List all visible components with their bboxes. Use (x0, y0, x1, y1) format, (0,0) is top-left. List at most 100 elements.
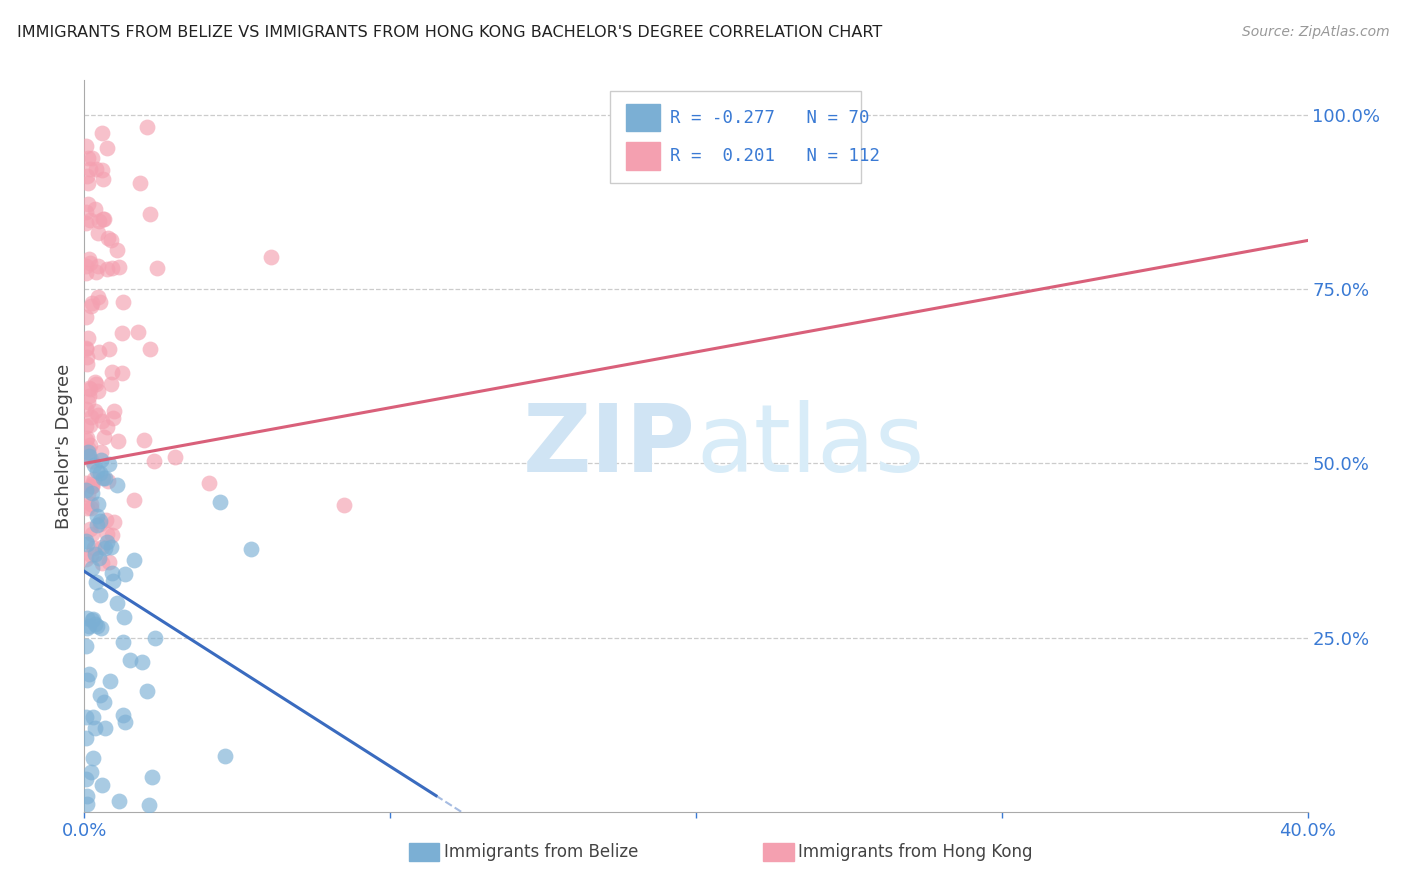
Point (86, 619, 108, 633)
Point (111, 707, 134, 722)
Point (77, 252, 100, 267)
Point (77, 441, 100, 455)
Point (79, 437, 101, 451)
Point (75, 710, 97, 724)
Point (114, 715, 136, 730)
Point (79, 501, 101, 516)
Point (76, 501, 98, 516)
Point (96, 527, 118, 541)
Point (96, 261, 118, 276)
Point (93, 430, 115, 444)
Point (91, 415, 114, 429)
Point (111, 326, 134, 340)
Point (75, 772, 97, 787)
Point (118, 653, 141, 667)
Point (112, 634, 135, 648)
Point (87, 290, 110, 304)
Point (79, 382, 101, 396)
Point (214, 748, 236, 763)
Point (87, 227, 110, 241)
Point (79, 522, 101, 536)
Point (131, 655, 153, 669)
Point (103, 410, 125, 425)
FancyBboxPatch shape (610, 91, 860, 183)
Point (107, 434, 129, 449)
Text: atlas: atlas (696, 400, 924, 492)
Point (76, 621, 98, 635)
Point (89, 517, 111, 532)
Point (91, 212, 114, 227)
Point (75, 310, 97, 324)
Point (75, 402, 97, 417)
Point (86, 260, 108, 274)
Point (75, 731, 97, 746)
Point (82, 295, 104, 310)
Point (93, 721, 115, 735)
Point (89, 445, 111, 459)
Point (89, 688, 111, 702)
Point (77, 389, 100, 403)
Point (75, 342, 97, 356)
Point (84, 377, 107, 392)
Text: IMMIGRANTS FROM BELIZE VS IMMIGRANTS FROM HONG KONG BACHELOR'S DEGREE CORRELATIO: IMMIGRANTS FROM BELIZE VS IMMIGRANTS FRO… (17, 25, 882, 40)
Point (77, 151, 100, 165)
Point (75, 216, 97, 230)
Point (86, 464, 108, 478)
Point (208, 495, 231, 509)
Point (105, 478, 128, 492)
Bar (626, 103, 661, 131)
Point (139, 343, 162, 357)
Text: Immigrants from Belize: Immigrants from Belize (444, 843, 638, 861)
Point (83, 541, 105, 555)
Point (77, 449, 100, 463)
Point (76, 789, 98, 803)
Point (75, 533, 97, 548)
Point (75, 260, 97, 274)
Point (86, 265, 108, 279)
Point (82, 612, 104, 626)
Point (239, 542, 262, 557)
Point (79, 256, 101, 270)
Point (84, 721, 107, 735)
Point (75, 342, 97, 356)
Point (83, 616, 105, 631)
Point (80, 560, 103, 574)
Point (75, 475, 97, 490)
Point (132, 434, 155, 448)
Point (76, 673, 98, 687)
Point (90, 126, 112, 140)
Point (80, 548, 103, 562)
Point (98, 674, 121, 689)
Text: Source: ZipAtlas.com: Source: ZipAtlas.com (1241, 25, 1389, 39)
Point (100, 377, 122, 392)
Point (77, 619, 100, 633)
Point (141, 770, 163, 784)
Y-axis label: Bachelor's Degree: Bachelor's Degree (55, 363, 73, 529)
Point (96, 140, 118, 154)
Point (75, 139, 97, 153)
Text: R = -0.277   N = 70: R = -0.277 N = 70 (671, 109, 870, 127)
Point (96, 419, 118, 434)
Point (100, 365, 122, 379)
Point (90, 621, 112, 635)
Point (75, 639, 97, 653)
Point (76, 450, 98, 465)
Point (128, 176, 150, 190)
Point (77, 487, 100, 501)
Point (98, 342, 121, 356)
Point (77, 176, 100, 190)
Point (83, 472, 105, 486)
Point (82, 477, 104, 491)
Point (97, 231, 120, 245)
Point (82, 478, 104, 492)
Point (75, 433, 97, 447)
Point (79, 161, 101, 176)
Point (146, 260, 169, 275)
Point (89, 294, 111, 309)
Point (91, 778, 114, 792)
Point (124, 552, 146, 566)
Point (77, 667, 100, 681)
Point (90, 540, 112, 554)
Point (89, 466, 111, 480)
Point (86, 408, 108, 422)
